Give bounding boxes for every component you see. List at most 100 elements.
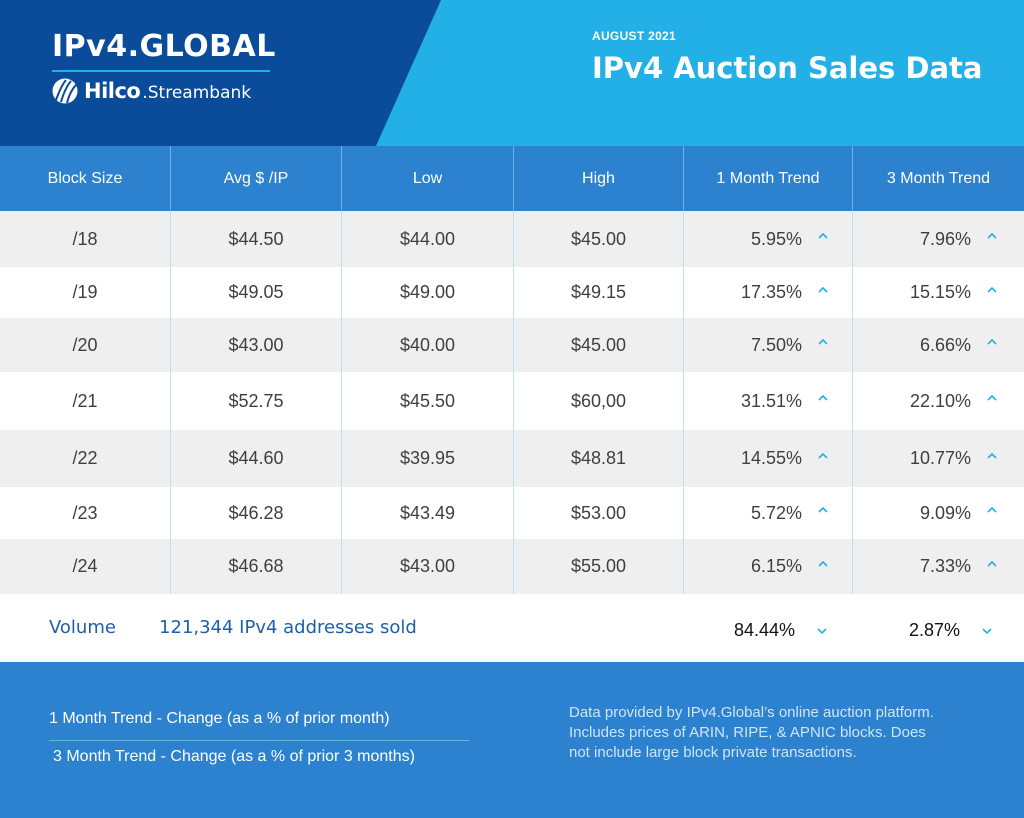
- one-month-trend-cell: 31.51%: [684, 372, 853, 430]
- report-month: AUGUST 2021: [592, 29, 676, 43]
- table-row: /18 $44.50 $44.00 $45.00 5.95% 7.96%: [0, 211, 1024, 267]
- block-size-cell: /19: [0, 267, 171, 318]
- block-size-cell: /24: [0, 539, 171, 594]
- three-month-trend-value: 7.33%: [919, 556, 971, 576]
- one-month-trend-cell: 17.35%: [684, 267, 853, 318]
- block-size-cell: /22: [0, 430, 171, 487]
- chevron-up-icon: [987, 394, 997, 401]
- low-price-cell: $39.95: [342, 430, 514, 487]
- volume-label: Volume: [49, 617, 116, 638]
- high-price-cell: $45.00: [514, 318, 684, 372]
- avg-price-cell: $43.00: [171, 318, 342, 372]
- volume-one-month-trend-value: 84.44%: [733, 620, 795, 640]
- avg-price-cell: $52.75: [171, 372, 342, 430]
- data-source-note: Data provided by IPv4.Global’s online au…: [569, 704, 934, 761]
- three-month-trend-cell: 15.15%: [853, 267, 1024, 318]
- column-header-avg: Avg $ /IP: [171, 146, 342, 211]
- chevron-up-icon: [987, 232, 997, 239]
- chevron-down-icon: [817, 627, 827, 634]
- one-month-trend-cell: 6.15%: [684, 539, 853, 594]
- table-row: /23 $46.28 $43.49 $53.00 5.72% 9.09%: [0, 487, 1024, 539]
- low-price-cell: $43.00: [342, 539, 514, 594]
- column-header-block-size: Block Size: [0, 146, 171, 211]
- avg-price-cell: $49.05: [171, 267, 342, 318]
- legend-three-month-trend: 3 Month Trend - Change (as a % of prior …: [53, 748, 415, 765]
- chevron-up-icon: [818, 452, 828, 459]
- table-row: /24 $46.68 $43.00 $55.00 6.15% 7.33%: [0, 539, 1024, 594]
- page-header: [0, 0, 1024, 146]
- low-price-cell: $49.00: [342, 267, 514, 318]
- chevron-up-icon: [987, 452, 997, 459]
- chevron-up-icon: [818, 506, 828, 513]
- volume-three-month-trend: 2.87%: [860, 620, 1010, 641]
- table-row: /19 $49.05 $49.00 $49.15 17.35% 15.15%: [0, 267, 1024, 318]
- three-month-trend-value: 22.10%: [909, 390, 971, 411]
- header-brand-panel: [0, 0, 441, 146]
- avg-price-cell: $44.60: [171, 430, 342, 487]
- high-price-cell: $49.15: [514, 267, 684, 318]
- one-month-trend-value: 17.35%: [740, 282, 802, 302]
- high-price-cell: $53.00: [514, 487, 684, 539]
- table-header: Block Size Avg $ /IP Low High 1 Month Tr…: [0, 146, 1024, 211]
- three-month-trend-cell: 22.10%: [853, 372, 1024, 430]
- legend-one-month-trend: 1 Month Trend - Change (as a % of prior …: [49, 710, 390, 727]
- column-header-3-month-trend: 3 Month Trend: [886, 169, 991, 187]
- low-price-cell: $45.50: [342, 372, 514, 430]
- three-month-trend-cell: 7.96%: [853, 211, 1024, 267]
- page-title: IPv4 Auction Sales Data: [592, 51, 983, 85]
- hilco-streambank-logo: Hilco .Streambank: [52, 76, 251, 106]
- column-header-high: High: [514, 146, 684, 211]
- three-month-trend-value: 7.96%: [919, 228, 971, 249]
- table-row: /22 $44.60 $39.95 $48.81 14.55% 10.77%: [0, 430, 1024, 487]
- legend-divider: [49, 740, 469, 741]
- high-price-cell: $48.81: [514, 430, 684, 487]
- one-month-trend-cell: 7.50%: [684, 318, 853, 372]
- chevron-down-icon: [982, 627, 992, 634]
- three-month-trend-cell: 6.66%: [853, 318, 1024, 372]
- high-price-cell: $45.00: [514, 211, 684, 267]
- chevron-up-icon: [987, 286, 997, 293]
- one-month-trend-value: 5.72%: [750, 502, 802, 523]
- block-size-cell: /23: [0, 487, 171, 539]
- hilco-name: Hilco: [84, 79, 141, 103]
- three-month-trend-value: 15.15%: [909, 282, 971, 302]
- one-month-trend-cell: 14.55%: [684, 430, 853, 487]
- three-month-trend-cell: 9.09%: [853, 487, 1024, 539]
- volume-one-month-trend: 84.44%: [690, 620, 830, 641]
- one-month-trend-value: 31.51%: [740, 390, 802, 411]
- avg-price-cell: $46.68: [171, 539, 342, 594]
- avg-price-cell: $44.50: [171, 211, 342, 267]
- volume-three-month-trend-value: 2.87%: [908, 620, 960, 640]
- chevron-up-icon: [818, 394, 828, 401]
- chevron-up-icon: [987, 560, 997, 567]
- chevron-up-icon: [987, 338, 997, 345]
- three-month-trend-value: 9.09%: [919, 502, 971, 523]
- three-month-trend-cell: 10.77%: [853, 430, 1024, 487]
- volume-row: [0, 594, 1024, 662]
- three-month-trend-value: 6.66%: [919, 334, 971, 355]
- chevron-up-icon: [818, 560, 828, 567]
- one-month-trend-value: 7.50%: [750, 334, 802, 355]
- volume-value: 121,344 IPv4 addresses sold: [159, 617, 417, 638]
- avg-price-cell: $46.28: [171, 487, 342, 539]
- chevron-up-icon: [818, 232, 828, 239]
- chevron-up-icon: [818, 338, 828, 345]
- high-price-cell: $60,00: [514, 372, 684, 430]
- high-price-cell: $55.00: [514, 539, 684, 594]
- one-month-trend-value: 14.55%: [740, 448, 802, 468]
- low-price-cell: $40.00: [342, 318, 514, 372]
- one-month-trend-value: 5.95%: [750, 228, 802, 249]
- one-month-trend-cell: 5.95%: [684, 211, 853, 267]
- ipv4-global-logo: IPv4.GLOBAL: [52, 29, 276, 64]
- column-header-1-month-trend: 1 Month Trend: [684, 146, 853, 211]
- one-month-trend-value: 6.15%: [750, 556, 802, 576]
- low-price-cell: $44.00: [342, 211, 514, 267]
- block-size-cell: /20: [0, 318, 171, 372]
- table-row: /21 $52.75 $45.50 $60,00 31.51% 22.10%: [0, 372, 1024, 430]
- column-header-low: Low: [342, 146, 514, 211]
- block-size-cell: /21: [0, 372, 171, 430]
- hilco-globe-icon: [52, 78, 78, 104]
- chevron-up-icon: [987, 506, 997, 513]
- logo-underline: [52, 70, 270, 72]
- block-size-cell: /18: [0, 211, 171, 267]
